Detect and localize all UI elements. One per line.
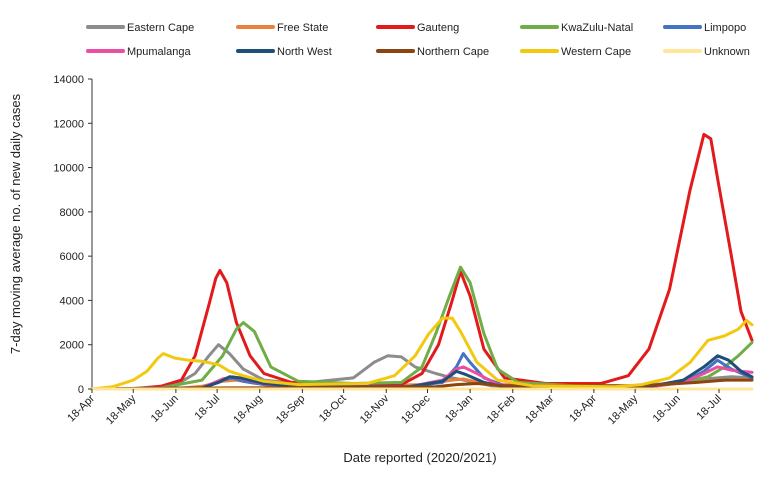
x-tick-label: 18-May — [606, 392, 641, 427]
y-tick-label: 14000 — [53, 74, 84, 86]
y-tick-label: 4000 — [60, 295, 84, 307]
series-line-north-west — [90, 354, 754, 391]
series-line-western-cape — [90, 316, 754, 391]
x-tick-label: 18-Nov — [358, 392, 392, 426]
y-tick-label: 10000 — [53, 163, 84, 175]
x-tick-label: 18-Aug — [231, 393, 265, 427]
legend-label-kwazulu-natal: KwaZulu-Natal — [561, 22, 633, 34]
x-tick-label: 18-Jan — [443, 393, 475, 425]
x-tick-label: 18-Jun — [651, 393, 683, 425]
legend-label-north-west: North West — [277, 46, 332, 58]
y-tick-label: 6000 — [60, 251, 84, 263]
x-tick-label: 18-Sep — [274, 393, 308, 427]
legend-label-eastern-cape: Eastern Cape — [127, 22, 194, 34]
x-tick-label: 18-Dec — [399, 392, 433, 426]
legend-label-mpumalanga: Mpumalanga — [127, 46, 191, 58]
legend-label-unknown: Unknown — [704, 46, 750, 58]
y-tick-label: 8000 — [60, 207, 84, 219]
x-tick-label: 18-Apr — [567, 392, 599, 424]
x-tick-label: 18-Jun — [149, 393, 181, 425]
y-tick-label: 0 — [78, 384, 84, 396]
x-tick-label: 18-Mar — [523, 392, 556, 425]
y-tick-labels: 0 2000 4000 6000 8000 10000 12000 14000 — [53, 74, 92, 396]
x-tick-label: 18-Jul — [694, 393, 724, 423]
legend-label-gauteng: Gauteng — [417, 22, 459, 34]
x-tick-label: 18-Apr — [65, 392, 97, 424]
legend-label-limpopo: Limpopo — [704, 22, 746, 34]
legend-label-northern-cape: Northern Cape — [417, 46, 489, 58]
y-axis-title: 7-day moving average no. of new daily ca… — [8, 93, 23, 354]
x-tick-label: 18-Jul — [193, 393, 223, 423]
legend-label-western-cape: Western Cape — [561, 46, 631, 58]
x-tick-label: 18-Oct — [317, 393, 349, 425]
series-lines — [90, 132, 754, 391]
x-tick-label: 18-Feb — [485, 393, 518, 426]
legend: Eastern Cape Free State Gauteng KwaZulu-Nat… — [86, 22, 750, 58]
series-line-gauteng — [90, 132, 754, 391]
x-tick-labels: 18-Apr 18-May 18-Jun 18-Jul 18-Aug 18-Sep 18-O… — [65, 389, 724, 427]
y-tick-label: 12000 — [53, 118, 84, 130]
x-tick-label: 18-May — [104, 392, 139, 427]
y-tick-label: 2000 — [60, 340, 84, 352]
legend-label-free-state: Free State — [277, 22, 328, 34]
x-axis-title: Date reported (2020/2021) — [343, 450, 496, 465]
